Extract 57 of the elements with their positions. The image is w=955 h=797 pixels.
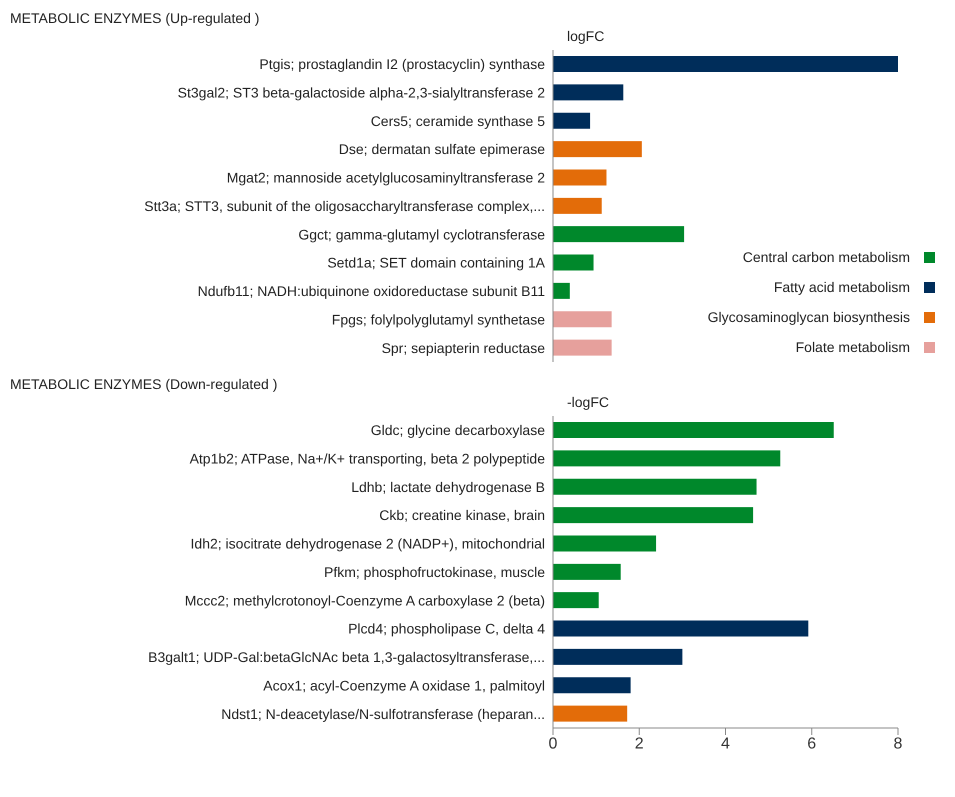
bar xyxy=(553,648,682,665)
bar xyxy=(553,620,808,637)
legend-label: Glycosaminoglycan biosynthesis xyxy=(708,309,910,325)
y-tick-label: B3galt1; UDP-Gal:betaGlcNAc beta 1,3-galactosyltransferase,... xyxy=(148,649,545,666)
legend-label: Folate metabolism xyxy=(796,339,910,355)
y-tick-label: Mgat2; mannoside acetylglucosaminyltransferase 2 xyxy=(226,170,546,186)
y-tick-label: Plcd4; phospholipase C, delta 4 xyxy=(348,620,546,637)
y-tick-label: Atp1b2; ATPase, Na+/K+ transporting, beta 2 polypeptide xyxy=(190,450,546,467)
y-tick-label: Ggct; gamma-glutamyl cyclotransferase xyxy=(298,226,546,242)
x-tick-label: 4 xyxy=(721,735,730,752)
bar xyxy=(553,141,642,158)
bar xyxy=(553,450,780,466)
y-tick-label: Stt3a; STT3, subunit of the oligosaccharyltransferase complex,... xyxy=(144,198,545,214)
x-tick-label: 8 xyxy=(894,735,903,752)
x-axis-title: -logFC xyxy=(567,394,610,410)
y-tick-label: Mccc2; methylcrotonoyl-Coenzyme A carboxylase 2 (beta) xyxy=(184,592,545,608)
y-tick-label: Cers5; ceramide synthase 5 xyxy=(370,112,546,129)
y-tick-label: Dse; dermatan sulfate epimerase xyxy=(338,141,546,158)
bar xyxy=(553,282,570,299)
y-tick-label: Acox1; acyl-Coenzyme A oxidase 1, palmitoyl xyxy=(263,677,545,694)
y-tick-label: Idh2; isocitrate dehydrogenase 2 (NADP+), mitochondrial xyxy=(190,536,545,552)
bar xyxy=(553,422,834,438)
x-axis-title: logFC xyxy=(567,28,604,44)
text: METABOLIC ENZYMES (Up-regulated ) xyxy=(9,9,260,28)
y-tick-label: Setd1a; SET domain containing 1A xyxy=(327,254,546,271)
y-tick-label: Ndufb11; NADH:ubiquinone oxidoreductase subunit B11 xyxy=(198,283,546,300)
y-tick-label: Gldc; glycine decarboxylase xyxy=(370,422,546,438)
legend-label: Fatty acid metabolism xyxy=(774,279,910,295)
y-tick-label: Ckb; creatine kinase, brain xyxy=(379,507,545,524)
bar xyxy=(553,478,757,495)
text: METABOLIC ENZYMES (Down-regulated ) xyxy=(9,375,278,394)
bar xyxy=(553,226,684,242)
bar xyxy=(553,706,628,722)
bar xyxy=(553,198,602,214)
bar xyxy=(553,56,898,72)
bar xyxy=(553,84,624,100)
bar xyxy=(553,677,631,694)
x-tick-label: 6 xyxy=(807,735,816,752)
bar xyxy=(553,535,656,552)
y-tick-label: Fpgs; folylpolyglutamyl synthetase xyxy=(332,311,546,328)
y-tick-label: Ndst1; N-deacetylase/N-sulfotransferase (heparan... xyxy=(221,706,545,722)
y-tick-label: Ptgis; prostaglandin I2 (prostacyclin) synthase xyxy=(259,56,546,72)
y-tick-label: Pfkm; phosphofructokinase, muscle xyxy=(324,564,546,580)
bar xyxy=(553,340,612,356)
bar xyxy=(553,564,621,580)
bar xyxy=(553,112,590,129)
y-tick-label: Spr; sepiapterin reductase xyxy=(382,340,546,356)
bar xyxy=(553,507,754,524)
bar xyxy=(553,169,606,186)
bar xyxy=(553,254,594,271)
y-tick-label: Ldhb; lactate dehydrogenase B xyxy=(351,478,545,495)
y-tick-label: St3gal2; ST3 beta-galactoside alpha-2,3-sialyltransferase 2 xyxy=(178,84,546,101)
bar xyxy=(553,311,612,328)
legend-label: Central carbon metabolism xyxy=(742,249,910,265)
bar xyxy=(553,592,599,608)
x-tick-label: 0 xyxy=(548,735,558,752)
x-tick-label: 2 xyxy=(634,735,644,752)
